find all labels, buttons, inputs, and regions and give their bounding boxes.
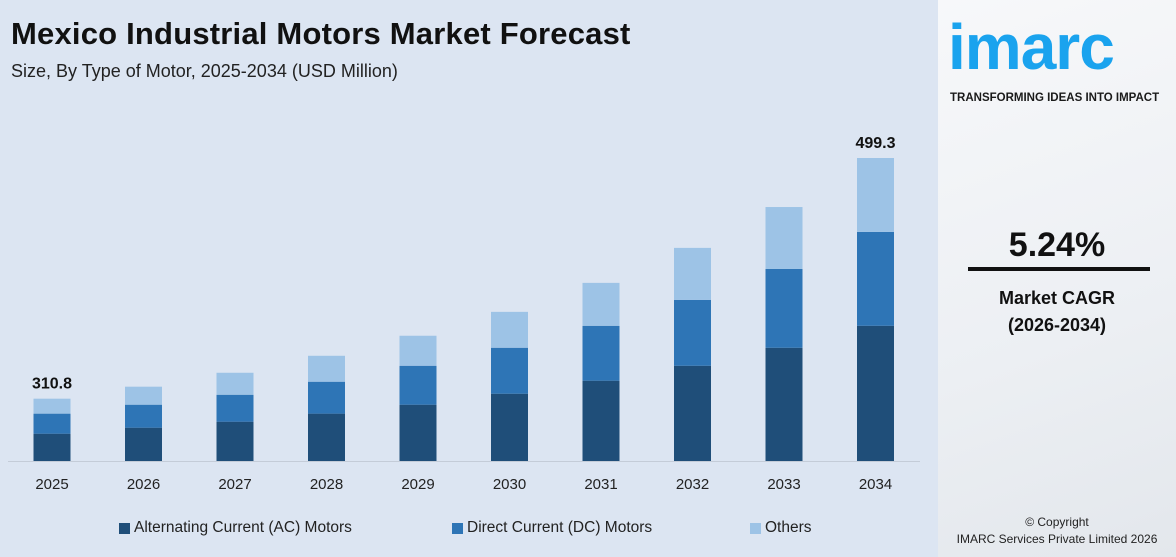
- bar-segment-others-2031: [582, 282, 620, 326]
- copyright-line1: © Copyright: [1025, 515, 1089, 529]
- legend-item-others: Others: [750, 519, 812, 537]
- bar-segment-dc-2025: [33, 413, 71, 434]
- bar-segment-others-2027: [216, 372, 254, 395]
- bar-segment-dc-2032: [674, 299, 711, 366]
- data-label-2034: 499.3: [855, 135, 895, 152]
- x-tick-label: 2032: [676, 476, 709, 493]
- data-label-2025: 310.8: [32, 376, 72, 393]
- bar-segment-others-2025: [33, 398, 71, 414]
- bar-segment-ac-2030: [491, 393, 528, 461]
- bar-segment-others-2032: [674, 247, 711, 300]
- page-title: Mexico Industrial Motors Market Forecast: [11, 16, 631, 51]
- bar-segment-dc-2027: [216, 394, 254, 422]
- legend-label-dc: Direct Current (DC) Motors: [467, 519, 653, 536]
- chart-subtitle: Size, By Type of Motor, 2025-2034 (USD M…: [11, 61, 398, 81]
- cagr-label: Market CAGR (2026-2034): [938, 285, 1176, 339]
- bar-segment-ac-2027: [216, 421, 254, 461]
- bar-segment-ac-2031: [582, 380, 620, 461]
- bar-segment-dc-2026: [125, 404, 162, 428]
- legend-swatch-dc: [452, 522, 463, 534]
- info-panel: imarc TRANSFORMING IDEAS INTO IMPACT 5.2…: [938, 0, 1176, 557]
- cagr-period: (2026-2034): [1007, 315, 1107, 335]
- bar-segment-dc-2029: [399, 365, 437, 405]
- bar-segment-ac-2033: [765, 347, 803, 461]
- bar-segment-ac-2025: [33, 433, 71, 461]
- copyright: © Copyright IMARC Services Private Limit…: [938, 514, 1176, 548]
- bar-segment-ac-2026: [125, 427, 162, 461]
- bar-segment-ac-2028: [308, 413, 345, 461]
- x-tick-label: 2034: [859, 476, 892, 493]
- bar-segment-dc-2031: [582, 325, 620, 381]
- legend-label-ac: Alternating Current (AC) Motors: [134, 519, 352, 536]
- bar-segment-ac-2034: [857, 325, 894, 461]
- bar-segment-dc-2034: [857, 231, 894, 326]
- x-tick-label: 2030: [493, 476, 526, 493]
- bar-segment-others-2026: [125, 386, 162, 405]
- bar-segment-others-2030: [491, 311, 528, 348]
- bar-segment-others-2029: [399, 335, 437, 366]
- x-tick-label: 2028: [310, 476, 343, 493]
- imarc-logo: imarc: [948, 11, 1115, 83]
- x-tick-label: 2026: [127, 476, 160, 493]
- legend-swatch-others: [750, 522, 761, 534]
- bar-segment-others-2033: [765, 207, 803, 269]
- brand-tagline: TRANSFORMING IDEAS INTO IMPACT: [950, 92, 1160, 104]
- x-tick-label: 2029: [401, 476, 434, 493]
- legend-item-ac: Alternating Current (AC) Motors: [119, 519, 352, 537]
- bar-segment-ac-2032: [674, 365, 711, 461]
- bar-segment-others-2028: [308, 355, 345, 382]
- cagr-label-text: Market CAGR: [998, 288, 1116, 308]
- legend-item-dc: Direct Current (DC) Motors: [452, 519, 652, 537]
- cagr-value: 5.24%: [1008, 226, 1106, 264]
- bar-segment-dc-2033: [765, 268, 803, 348]
- x-tick-label: 2031: [584, 476, 617, 493]
- bar-segment-dc-2028: [308, 381, 345, 414]
- bar-segment-dc-2030: [491, 347, 528, 394]
- bar-segment-others-2034: [857, 158, 894, 232]
- legend-label-others: Others: [765, 519, 812, 536]
- stacked-bar-chart: 2025 310.8 2026 2027 2028 2029 2030 2031 2032 203…: [8, 135, 920, 493]
- x-tick-label: 2033: [767, 476, 800, 493]
- x-tick-label: 2025: [35, 476, 68, 493]
- legend-swatch-ac: [119, 522, 130, 534]
- copyright-line2: IMARC Services Private Limited 2026: [956, 532, 1158, 546]
- x-tick-label: 2027: [218, 476, 251, 493]
- chart-panel: Mexico Industrial Motors Market Forecast…: [8, 16, 920, 537]
- cagr-divider: [968, 267, 1150, 271]
- bar-segment-ac-2029: [399, 404, 437, 461]
